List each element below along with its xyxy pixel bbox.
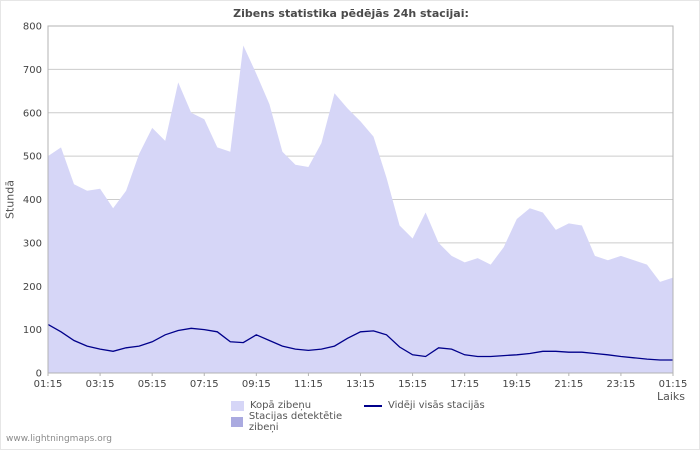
average-line-swatch-icon	[364, 405, 382, 407]
svg-text:700: 700	[23, 65, 42, 76]
svg-text:300: 300	[23, 238, 42, 249]
svg-text:200: 200	[23, 282, 42, 293]
legend: Kopā zibeņu Stacijas detektētie zibeņi V…	[231, 399, 485, 433]
svg-text:13:15: 13:15	[346, 379, 375, 390]
svg-text:500: 500	[23, 152, 42, 163]
svg-text:21:15: 21:15	[554, 379, 583, 390]
svg-text:0: 0	[36, 369, 42, 380]
svg-text:17:15: 17:15	[450, 379, 479, 390]
svg-text:19:15: 19:15	[502, 379, 531, 390]
svg-text:100: 100	[23, 325, 42, 336]
legend-label-average: Vidēji visās stacijās	[388, 400, 485, 411]
svg-text:01:15: 01:15	[659, 379, 688, 390]
legend-label-total-lightning: Kopā zibeņu	[250, 400, 312, 411]
legend-item-total-lightning: Kopā zibeņu	[231, 399, 364, 412]
svg-text:600: 600	[23, 108, 42, 119]
svg-text:23:15: 23:15	[607, 379, 636, 390]
svg-text:03:15: 03:15	[86, 379, 115, 390]
svg-text:09:15: 09:15	[242, 379, 271, 390]
station-detected-swatch-icon	[231, 416, 243, 427]
chart-title: Zibens statistika pēdējās 24h stacijai:	[233, 7, 469, 20]
svg-text:800: 800	[23, 22, 42, 33]
watermark-link[interactable]: www.lightningmaps.org	[6, 434, 112, 444]
x-axis-label: Laiks	[656, 390, 685, 403]
svg-text:07:15: 07:15	[190, 379, 219, 390]
legend-column-areas: Kopā zibeņu Stacijas detektētie zibeņi	[231, 399, 364, 433]
total-lightning-swatch-icon	[231, 400, 244, 411]
legend-item-station-detected: Stacijas detektētie zibeņi	[231, 411, 364, 433]
legend-item-average: Vidēji visās stacijās	[364, 399, 485, 412]
svg-text:05:15: 05:15	[138, 379, 167, 390]
legend-column-line: Vidēji visās stacijās	[364, 399, 485, 428]
legend-label-station-detected: Stacijas detektētie zibeņi	[248, 410, 343, 433]
svg-text:01:15: 01:15	[34, 379, 63, 390]
svg-text:400: 400	[23, 195, 42, 206]
svg-text:11:15: 11:15	[294, 379, 323, 390]
svg-text:15:15: 15:15	[398, 379, 427, 390]
